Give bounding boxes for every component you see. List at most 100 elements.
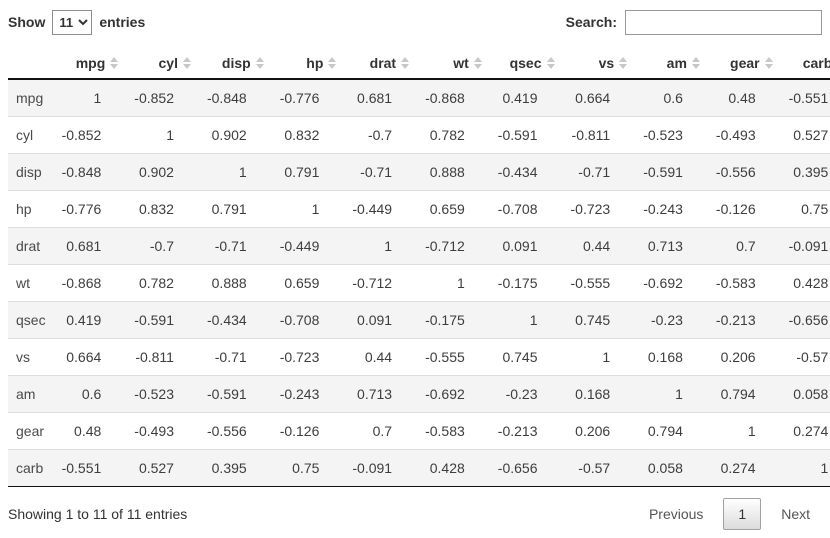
- sort-icon: [691, 57, 700, 70]
- cell-disp-am: -0.591: [635, 153, 708, 191]
- column-header-carb[interactable]: carb: [780, 49, 830, 80]
- column-header-cyl[interactable]: cyl: [126, 49, 199, 80]
- cell-disp-cyl: 0.902: [126, 153, 199, 191]
- cell-gear-gear: 1: [707, 412, 781, 450]
- column-header-am[interactable]: am: [635, 49, 708, 80]
- column-header-gear[interactable]: gear: [707, 49, 781, 80]
- cell-vs-mpg: 0.664: [53, 338, 127, 376]
- table-footer: Showing 1 to 11 of 11 entries Previous 1…: [8, 498, 822, 538]
- column-header-mpg[interactable]: mpg: [53, 49, 127, 80]
- cell-cyl-vs: -0.811: [562, 116, 636, 154]
- cell-wt-mpg: -0.868: [53, 264, 127, 302]
- search-label: Search:: [565, 14, 617, 30]
- cell-carb-disp: 0.395: [198, 449, 272, 487]
- cell-mpg-disp: -0.848: [206, 90, 247, 106]
- cell-qsec-disp: -0.434: [198, 301, 272, 339]
- cell-vs-carb: -0.57: [780, 338, 830, 376]
- current-page-button[interactable]: 1: [723, 498, 762, 530]
- show-entries-suffix-label: entries: [99, 14, 146, 30]
- cell-drat-disp: -0.71: [198, 227, 272, 265]
- cell-am-cyl: -0.523: [126, 375, 199, 413]
- cell-qsec-drat: 0.091: [344, 301, 418, 339]
- cell-disp-hp: 0.791: [271, 153, 345, 191]
- cell-cyl-disp: 0.902: [198, 116, 272, 154]
- cell-disp-carb: 0.395: [780, 153, 830, 191]
- cell-gear-am: 0.794: [635, 412, 708, 450]
- column-header-wt[interactable]: wt: [417, 49, 490, 80]
- sort-icon: [764, 57, 773, 70]
- cell-carb-cyl: 0.527: [126, 449, 199, 487]
- cell-cyl-hp: 0.832: [271, 116, 345, 154]
- table-row-carb: carb -0.551 0.527 0.395 0.75 -0.091 0.428 -0.65…: [8, 449, 830, 487]
- page-length-select[interactable]: 11: [52, 9, 93, 35]
- cell-qsec-gear: -0.213: [707, 301, 781, 339]
- row-header: gear: [8, 412, 54, 450]
- cell-gear-mpg: 0.48: [53, 412, 127, 450]
- sort-icon: [110, 57, 119, 70]
- cell-mpg-wt: -0.868: [425, 90, 465, 106]
- column-header-drat[interactable]: drat: [344, 49, 418, 80]
- cell-drat-hp: -0.449: [271, 227, 345, 265]
- row-header: cyl: [8, 116, 54, 154]
- cell-carb-drat: -0.091: [344, 449, 418, 487]
- column-header-label: disp: [221, 55, 251, 71]
- cell-wt-cyl: 0.782: [126, 264, 199, 302]
- cell-gear-hp: -0.126: [271, 412, 345, 450]
- cell-mpg-hp: -0.776: [279, 90, 320, 106]
- table-row-cyl: cyl -0.852 1 0.902 0.832 -0.7 0.782 -0.591 -0.81…: [8, 116, 830, 154]
- correlation-table: mpg cyl disp hp drat wt qsec vs am gear carb mpg 1-…: [8, 49, 830, 487]
- row-header: am: [8, 375, 54, 413]
- cell-cyl-am: -0.523: [635, 116, 708, 154]
- cell-hp-carb: 0.75: [780, 190, 830, 228]
- cell-am-qsec: -0.23: [489, 375, 563, 413]
- row-label-column-header[interactable]: [8, 49, 54, 80]
- cell-hp-wt: 0.659: [417, 190, 490, 228]
- cell-carb-wt: 0.428: [417, 449, 490, 487]
- cell-drat-vs: 0.44: [562, 227, 636, 265]
- table-row-am: am 0.6 -0.523 -0.591 -0.243 0.713 -0.692 -0.23 0…: [8, 375, 830, 413]
- cell-drat-wt: -0.712: [417, 227, 490, 265]
- cell-cyl-carb: 0.527: [780, 116, 830, 154]
- cell-wt-drat: -0.712: [344, 264, 418, 302]
- column-header-disp[interactable]: disp: [198, 49, 272, 80]
- table-header: mpg cyl disp hp drat wt qsec vs am gear carb: [8, 49, 830, 80]
- cell-wt-hp: 0.659: [271, 264, 345, 302]
- cell-qsec-qsec: 1: [489, 301, 563, 339]
- cell-qsec-carb: -0.656: [780, 301, 830, 339]
- row-header: mpg: [16, 90, 44, 106]
- table-row-hp: hp -0.776 0.832 0.791 1 -0.449 0.659 -0.708 -0.7…: [8, 190, 830, 228]
- cell-vs-am: 0.168: [635, 338, 708, 376]
- cell-carb-gear: 0.274: [707, 449, 781, 487]
- cell-vs-wt: -0.555: [417, 338, 490, 376]
- cell-am-wt: -0.692: [417, 375, 490, 413]
- cell-hp-gear: -0.126: [707, 190, 781, 228]
- column-header-vs[interactable]: vs: [562, 49, 636, 80]
- cell-carb-vs: -0.57: [562, 449, 636, 487]
- cell-cyl-gear: -0.493: [707, 116, 781, 154]
- cell-vs-gear: 0.206: [707, 338, 781, 376]
- table-row-drat: drat 0.681 -0.7 -0.71 -0.449 1 -0.712 0.091 0.44…: [8, 227, 830, 265]
- table-row-disp: disp -0.848 0.902 1 0.791 -0.71 0.888 -0.434 -0.…: [8, 153, 830, 191]
- row-header: disp: [8, 153, 54, 191]
- cell-disp-disp: 1: [198, 153, 272, 191]
- table-header-row: mpg cyl disp hp drat wt qsec vs am gear carb: [8, 49, 830, 80]
- table-controls: Show 11 entries Search:: [8, 8, 822, 36]
- cell-hp-cyl: 0.832: [126, 190, 199, 228]
- column-header-label: wt: [453, 55, 469, 71]
- previous-page-button[interactable]: Previous: [648, 506, 704, 522]
- cell-gear-carb: 0.274: [780, 412, 830, 450]
- cell-gear-cyl: -0.493: [126, 412, 199, 450]
- cell-qsec-mpg: 0.419: [53, 301, 127, 339]
- column-header-label: gear: [730, 55, 760, 71]
- row-header: carb: [8, 449, 54, 487]
- search-input[interactable]: [625, 9, 822, 35]
- cell-wt-vs: -0.555: [562, 264, 636, 302]
- cell-qsec-cyl: -0.591: [126, 301, 199, 339]
- cell-cyl-qsec: -0.591: [489, 116, 563, 154]
- column-header-hp[interactable]: hp: [271, 49, 345, 80]
- next-page-button[interactable]: Next: [781, 506, 810, 522]
- column-header-label: cyl: [158, 55, 178, 71]
- column-header-qsec[interactable]: qsec: [489, 49, 563, 80]
- cell-carb-am: 0.058: [635, 449, 708, 487]
